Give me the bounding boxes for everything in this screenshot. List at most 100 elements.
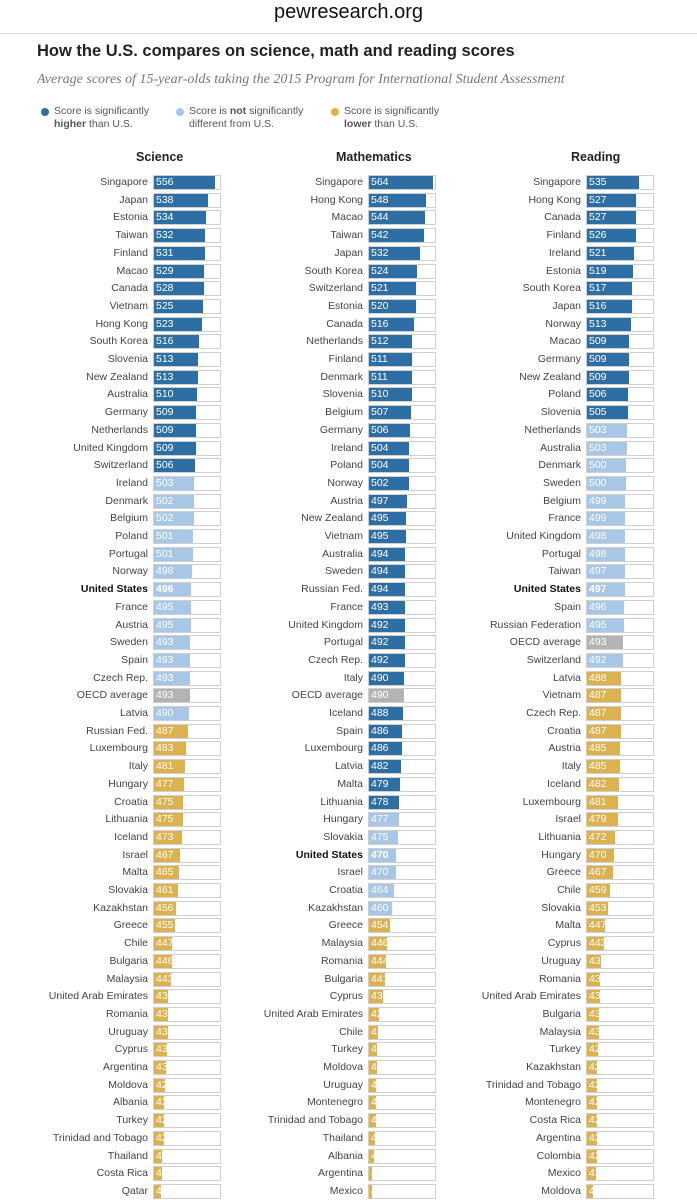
browser-url-bar[interactable]: pewresearch.org (0, 0, 697, 32)
math-score-label: 521 (371, 282, 389, 295)
math-country-label: Malta (337, 777, 363, 790)
science-bar-track: 496 (153, 582, 221, 598)
science-score-label: 425 (156, 1114, 174, 1127)
science-score-bar (154, 972, 171, 986)
math-score-label: 497 (371, 494, 389, 507)
math-score-bar (369, 459, 410, 473)
math-score-bar (369, 1184, 373, 1198)
science-score-label: 427 (156, 1096, 174, 1109)
reading-score-label: 498 (589, 530, 607, 542)
reading-score-bar (587, 777, 619, 791)
math-country-label: Thailand (322, 1131, 363, 1144)
math-country-label: France (330, 600, 363, 613)
reading-score-bar (587, 1061, 598, 1074)
reading-country-label: Israel (555, 813, 581, 826)
math-title: Mathematics (336, 150, 412, 164)
reading-bar-track: 434 (586, 989, 654, 1005)
math-score-bar (369, 353, 413, 366)
science-bar-track: 483 (153, 741, 221, 757)
reading-score-bar (587, 937, 604, 951)
science-score-bar (154, 388, 197, 402)
science-score-label: 437 (156, 990, 174, 1003)
reading-bar-track: 470 (586, 847, 654, 863)
science-score-bar (154, 866, 180, 880)
math-score-label: 437 (371, 990, 389, 1003)
math-bar-track: 532 (368, 245, 436, 261)
math-score-label: 418 (371, 1078, 389, 1091)
reading-bar-track: 492 (586, 652, 654, 668)
reading-score-label: 521 (589, 246, 607, 259)
math-country-label: Croatia (329, 884, 363, 896)
reading-score-label: 437 (589, 954, 607, 967)
science-score-bar (154, 830, 183, 844)
reading-bar-track: 503 (586, 422, 654, 438)
math-score-label: 420 (371, 1061, 389, 1073)
reading-score-bar (587, 299, 633, 313)
science-country-label: Luxembourg (89, 742, 148, 755)
math-bar-track: 437 (368, 989, 436, 1005)
science-bar-track: 509 (153, 405, 221, 421)
reading-bar-track: 427 (586, 1095, 654, 1111)
science-score-label: 510 (156, 388, 174, 401)
math-score-label: 444 (371, 954, 389, 967)
science-bar-track: 529 (153, 263, 221, 279)
science-bar-track: 495 (153, 617, 221, 633)
science-bar-track: 556 (153, 175, 221, 190)
science-score-bar (154, 246, 205, 260)
science-country-label: Moldova (108, 1078, 148, 1091)
math-bar-track: 520 (368, 298, 436, 314)
math-bar-track: 420 (368, 1060, 436, 1075)
math-country-label: Mexico (329, 1184, 363, 1197)
math-score-label: 524 (371, 264, 389, 277)
science-country-label: Sweden (110, 636, 148, 649)
reading-country-label: Bulgaria (542, 1007, 581, 1020)
reading-country-label: Slovakia (541, 901, 581, 914)
science-bar-track: 437 (153, 989, 221, 1005)
science-country-label: Italy (128, 760, 148, 773)
reading-bar-track: 513 (586, 316, 654, 332)
math-country-label: Albania (327, 1149, 363, 1162)
science-bar-track: 447 (153, 936, 221, 952)
science-country-label: Costa Rica (96, 1167, 148, 1180)
math-score-label: 512 (371, 335, 389, 348)
math-score-bar (369, 176, 433, 189)
reading-bar-track: 427 (586, 1113, 654, 1129)
reading-score-label: 500 (589, 459, 607, 472)
reading-bar-track: 535 (586, 175, 654, 190)
math-bar-track: 542 (368, 228, 436, 244)
reading-score-label: 499 (589, 494, 607, 507)
science-score-label: 465 (156, 866, 174, 879)
math-bar-track: 413 (368, 1148, 436, 1164)
science-bar-track: 525 (153, 298, 221, 314)
math-bar-track: 409 (368, 1166, 436, 1182)
science-country-label: Taiwan (115, 229, 148, 242)
math-score-bar (369, 229, 425, 243)
reading-score-label: 428 (589, 1043, 607, 1056)
reading-score-label: 505 (589, 406, 607, 419)
reading-country-label: Iceland (547, 777, 581, 790)
reading-score-bar (587, 282, 633, 296)
legend-lower-bold: lower (344, 118, 372, 130)
science-score-bar (154, 1007, 168, 1021)
math-score-label: 510 (371, 388, 389, 401)
science-score-bar (154, 1114, 164, 1128)
science-bar-track: 510 (153, 387, 221, 403)
legend-same-post: significantly (246, 105, 304, 117)
reading-score-bar (587, 830, 615, 844)
science-score-bar (154, 547, 194, 561)
math-country-label: Russian Fed. (301, 583, 363, 596)
science-score-label: 487 (156, 724, 174, 737)
science-bar-track: 481 (153, 759, 221, 775)
math-country-label: Kazakhstan (308, 901, 363, 914)
reading-country-label: Hungary (541, 848, 581, 861)
science-bar-track: 418 (153, 1183, 221, 1199)
science-country-label: Finland (113, 246, 148, 259)
science-score-bar (154, 353, 198, 366)
reading-score-bar (587, 707, 621, 720)
math-bar-track: 524 (368, 263, 436, 279)
reading-score-label: 425 (589, 1131, 607, 1144)
science-score-bar (154, 1061, 167, 1074)
science-title: Science (136, 150, 184, 164)
math-score-label: 548 (371, 193, 389, 206)
reading-bar-track: 500 (586, 475, 654, 491)
